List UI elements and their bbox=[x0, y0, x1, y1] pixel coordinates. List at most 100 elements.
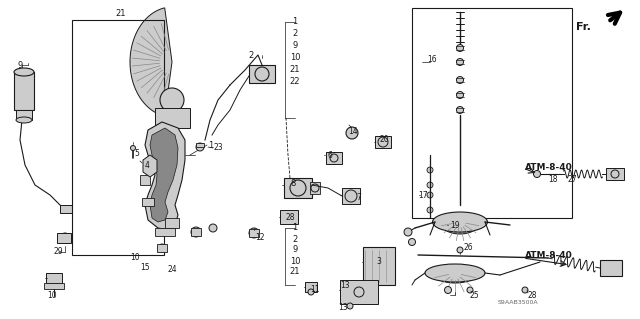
Circle shape bbox=[160, 88, 184, 112]
Text: 24: 24 bbox=[168, 265, 178, 275]
Bar bbox=[155, 228, 175, 236]
Text: 8: 8 bbox=[290, 179, 296, 188]
Circle shape bbox=[131, 145, 136, 151]
Ellipse shape bbox=[14, 68, 34, 76]
Circle shape bbox=[290, 180, 306, 196]
Circle shape bbox=[427, 167, 433, 173]
Text: 5: 5 bbox=[134, 149, 139, 158]
Ellipse shape bbox=[433, 212, 488, 232]
Bar bbox=[196, 143, 204, 147]
Circle shape bbox=[456, 77, 463, 84]
Text: 9: 9 bbox=[292, 41, 298, 50]
Text: 16: 16 bbox=[427, 56, 436, 64]
Circle shape bbox=[196, 143, 204, 151]
Circle shape bbox=[378, 137, 388, 147]
Text: Fr.: Fr. bbox=[576, 22, 591, 32]
Circle shape bbox=[445, 286, 451, 293]
Circle shape bbox=[534, 170, 541, 177]
Circle shape bbox=[158, 244, 166, 252]
Circle shape bbox=[60, 233, 70, 243]
Circle shape bbox=[427, 207, 433, 213]
Bar bbox=[280, 210, 298, 224]
Bar bbox=[60, 205, 72, 213]
Text: 21: 21 bbox=[116, 10, 126, 19]
Text: 7: 7 bbox=[356, 192, 361, 202]
Bar bbox=[142, 198, 154, 206]
Circle shape bbox=[456, 107, 463, 114]
Text: 2: 2 bbox=[248, 51, 253, 61]
Bar bbox=[606, 168, 624, 180]
Text: 10: 10 bbox=[290, 54, 300, 63]
Text: 10: 10 bbox=[130, 254, 140, 263]
Text: 22: 22 bbox=[290, 78, 300, 86]
Text: 17: 17 bbox=[418, 190, 428, 199]
Bar bbox=[46, 273, 62, 283]
Bar bbox=[342, 188, 360, 204]
Text: 19: 19 bbox=[450, 220, 460, 229]
Bar bbox=[249, 65, 275, 83]
Bar bbox=[600, 260, 622, 276]
Text: 2: 2 bbox=[292, 234, 298, 243]
Bar bbox=[412, 8, 572, 218]
Bar bbox=[16, 110, 32, 120]
Bar bbox=[155, 108, 190, 128]
Circle shape bbox=[456, 58, 463, 65]
Text: 27: 27 bbox=[568, 175, 578, 184]
Text: ATM-8-40: ATM-8-40 bbox=[525, 250, 573, 259]
Circle shape bbox=[345, 190, 357, 202]
Text: 29: 29 bbox=[54, 248, 63, 256]
Text: 1: 1 bbox=[292, 18, 298, 26]
Text: 26: 26 bbox=[464, 243, 474, 253]
Text: 20: 20 bbox=[380, 136, 390, 145]
Text: 25: 25 bbox=[470, 291, 479, 300]
Circle shape bbox=[308, 289, 314, 295]
Circle shape bbox=[249, 228, 259, 238]
Text: 13: 13 bbox=[338, 303, 348, 313]
Circle shape bbox=[522, 287, 528, 293]
Circle shape bbox=[347, 303, 353, 309]
Circle shape bbox=[311, 184, 319, 192]
Text: 9: 9 bbox=[292, 246, 298, 255]
Bar bbox=[284, 178, 312, 198]
Bar bbox=[44, 283, 64, 289]
Circle shape bbox=[611, 170, 619, 178]
Text: 13: 13 bbox=[340, 280, 349, 290]
Text: 18: 18 bbox=[548, 175, 557, 184]
Text: 21: 21 bbox=[290, 65, 300, 75]
Bar bbox=[305, 282, 317, 292]
Polygon shape bbox=[130, 8, 172, 116]
Text: 28: 28 bbox=[527, 291, 536, 300]
Circle shape bbox=[191, 227, 201, 237]
Circle shape bbox=[346, 127, 358, 139]
Text: 9: 9 bbox=[18, 62, 23, 70]
Text: 3: 3 bbox=[376, 256, 381, 265]
Bar bbox=[14, 72, 34, 110]
Circle shape bbox=[408, 239, 415, 246]
Text: 10: 10 bbox=[290, 256, 300, 265]
Bar bbox=[57, 233, 71, 243]
Text: 2: 2 bbox=[292, 29, 298, 39]
Polygon shape bbox=[433, 273, 477, 283]
Text: 11: 11 bbox=[310, 285, 319, 293]
Polygon shape bbox=[440, 222, 480, 234]
Text: 23: 23 bbox=[214, 144, 223, 152]
Bar bbox=[140, 175, 150, 185]
Circle shape bbox=[457, 247, 463, 253]
Text: 14: 14 bbox=[348, 127, 358, 136]
Text: 10: 10 bbox=[47, 291, 56, 300]
Text: 6: 6 bbox=[327, 151, 332, 160]
Bar bbox=[363, 247, 395, 285]
Text: 1: 1 bbox=[208, 140, 213, 150]
Circle shape bbox=[255, 67, 269, 81]
Text: 4: 4 bbox=[145, 160, 150, 169]
Text: 1: 1 bbox=[292, 224, 298, 233]
Ellipse shape bbox=[425, 264, 485, 282]
Ellipse shape bbox=[16, 117, 32, 123]
Circle shape bbox=[427, 182, 433, 188]
Bar bbox=[165, 218, 179, 228]
Circle shape bbox=[427, 192, 433, 198]
Bar bbox=[191, 228, 201, 236]
Text: ATM-8-40: ATM-8-40 bbox=[525, 164, 573, 173]
Polygon shape bbox=[150, 128, 178, 222]
Polygon shape bbox=[145, 122, 185, 230]
